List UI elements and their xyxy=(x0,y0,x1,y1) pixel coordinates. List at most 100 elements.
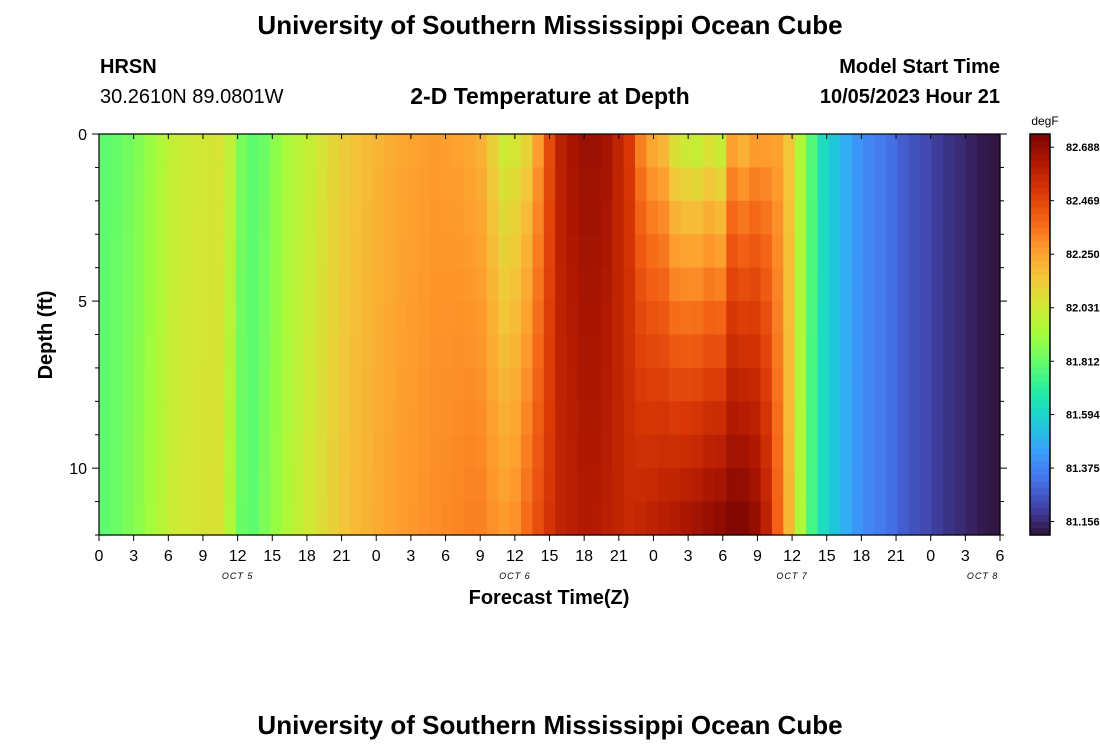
heatmap-cell xyxy=(555,468,568,503)
heatmap-cell xyxy=(463,267,476,302)
heatmap-cell xyxy=(863,167,876,202)
heatmap-cell xyxy=(646,468,659,503)
colorbar-segment xyxy=(1030,374,1050,382)
heatmap-cell xyxy=(110,367,123,402)
colorbar-segment xyxy=(1030,501,1050,509)
heatmap-cell xyxy=(828,501,841,536)
heatmap-cell xyxy=(908,134,921,169)
heatmap-cell xyxy=(384,501,397,536)
heatmap-cell xyxy=(452,267,465,302)
heatmap-cell xyxy=(942,367,955,402)
heatmap-cell xyxy=(931,267,944,302)
heatmap-cell xyxy=(235,134,248,169)
heatmap-cell xyxy=(680,200,693,235)
heatmap-cell xyxy=(543,334,556,369)
heatmap-cell xyxy=(258,468,271,503)
heatmap-cell xyxy=(600,167,613,202)
colorbar-segment xyxy=(1030,180,1050,188)
heatmap-cell xyxy=(144,134,157,169)
heatmap-cell xyxy=(190,468,203,503)
heatmap-cell xyxy=(771,401,784,436)
heatmap-cell xyxy=(828,367,841,402)
heatmap-cell xyxy=(623,167,636,202)
heatmap-cell xyxy=(315,334,328,369)
heatmap-cell xyxy=(771,167,784,202)
heatmap-cell xyxy=(566,468,579,503)
heatmap-cell xyxy=(920,200,933,235)
heatmap-cell xyxy=(292,134,305,169)
heatmap-cell xyxy=(498,267,511,302)
heatmap-cell xyxy=(840,200,853,235)
heatmap-cell xyxy=(361,267,374,302)
heatmap-cell xyxy=(942,501,955,536)
heatmap-cell xyxy=(395,301,408,336)
heatmap-cell xyxy=(657,401,670,436)
heatmap-cell xyxy=(977,167,990,202)
x-tick-label: 21 xyxy=(887,548,905,565)
heatmap-cell xyxy=(327,234,340,269)
heatmap-cell xyxy=(224,468,237,503)
heatmap-cell xyxy=(623,334,636,369)
heatmap-cell xyxy=(475,200,488,235)
heatmap-cell xyxy=(270,200,283,235)
heatmap-cell xyxy=(840,501,853,536)
heatmap-cell xyxy=(578,501,591,536)
heatmap-cell xyxy=(623,234,636,269)
heatmap-cell xyxy=(395,134,408,169)
heatmap-cell xyxy=(635,434,648,469)
heatmap-cell xyxy=(635,468,648,503)
heatmap-cell xyxy=(703,167,716,202)
heatmap-cell xyxy=(783,401,796,436)
heatmap-cell xyxy=(520,501,533,536)
heatmap-cell xyxy=(646,200,659,235)
heatmap-cell xyxy=(714,401,727,436)
colorbar-segment xyxy=(1030,321,1050,329)
heatmap-cell xyxy=(851,301,864,336)
heatmap-cell xyxy=(794,501,807,536)
heatmap-cell xyxy=(714,200,727,235)
heatmap-cell xyxy=(566,134,579,169)
heatmap-cell xyxy=(532,301,545,336)
heatmap-cell xyxy=(361,200,374,235)
heatmap-cell xyxy=(338,334,351,369)
heatmap-cell xyxy=(692,401,705,436)
heatmap-cell xyxy=(532,167,545,202)
heatmap-cell xyxy=(863,401,876,436)
heatmap-cell xyxy=(441,367,454,402)
heatmap-cell xyxy=(965,367,978,402)
heatmap-cell xyxy=(509,134,522,169)
heatmap-cell xyxy=(954,200,967,235)
heatmap-cell xyxy=(977,334,990,369)
heatmap-cell xyxy=(156,234,169,269)
heatmap-cell xyxy=(589,468,602,503)
heatmap-cell xyxy=(771,134,784,169)
heatmap-cell xyxy=(566,167,579,202)
colorbar-label: 82.688 xyxy=(1066,142,1100,154)
heatmap-cell xyxy=(486,434,499,469)
heatmap-cell xyxy=(213,367,226,402)
heatmap-cell xyxy=(908,200,921,235)
heatmap-cell xyxy=(441,468,454,503)
heatmap-cell xyxy=(167,401,180,436)
heatmap-cell xyxy=(714,501,727,536)
heatmap-cell xyxy=(931,134,944,169)
heatmap-cell xyxy=(441,167,454,202)
heatmap-cell xyxy=(144,334,157,369)
heatmap-cell xyxy=(965,334,978,369)
heatmap-cell xyxy=(156,200,169,235)
heatmap-cell xyxy=(714,334,727,369)
heatmap-cell xyxy=(885,234,898,269)
heatmap-cell xyxy=(224,301,237,336)
heatmap-cell xyxy=(897,234,910,269)
heatmap-cell xyxy=(258,134,271,169)
heatmap-cell xyxy=(520,234,533,269)
station-name: HRSN xyxy=(100,56,157,78)
heatmap-cell xyxy=(349,501,362,536)
heatmap-cell xyxy=(372,267,385,302)
heatmap-cell xyxy=(703,468,716,503)
heatmap-cell xyxy=(692,200,705,235)
heatmap-cell xyxy=(623,267,636,302)
heatmap-cell xyxy=(156,267,169,302)
heatmap-cell xyxy=(714,267,727,302)
heatmap-cell xyxy=(760,401,773,436)
